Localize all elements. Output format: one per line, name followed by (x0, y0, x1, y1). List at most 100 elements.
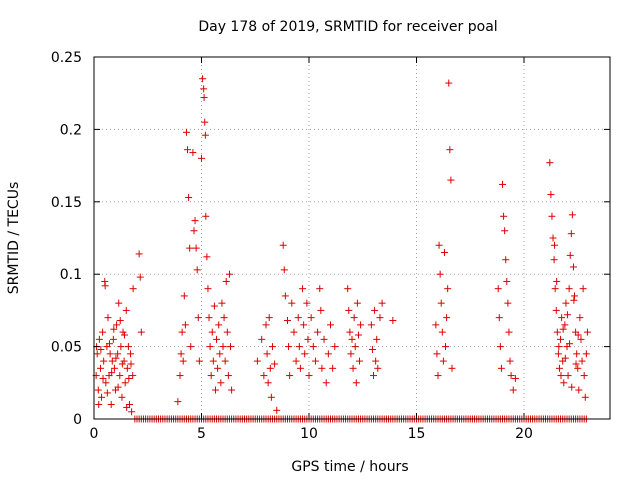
data-point (502, 256, 510, 264)
data-point (129, 372, 137, 380)
data-point (194, 314, 202, 322)
data-point (290, 328, 298, 336)
data-point (110, 364, 118, 372)
data-point (294, 314, 302, 322)
data-point (557, 372, 565, 380)
data-point (311, 357, 319, 365)
data-point (104, 314, 112, 322)
data-point (122, 306, 130, 314)
data-point (123, 364, 131, 372)
data-point (210, 302, 218, 310)
grid-lines (94, 57, 610, 419)
data-point (564, 372, 572, 380)
data-point (553, 277, 561, 285)
data-point (557, 335, 565, 343)
data-point (100, 357, 108, 365)
data-point (262, 321, 270, 329)
data-point (583, 328, 591, 336)
data-point (443, 314, 451, 322)
data-point (174, 398, 182, 406)
y-tick-label: 0.05 (51, 340, 82, 356)
data-point (574, 364, 582, 372)
data-point (223, 328, 231, 336)
data-point (116, 372, 124, 380)
data-point (106, 350, 114, 358)
data-point (93, 350, 101, 358)
data-point (553, 328, 561, 336)
data-point (546, 159, 554, 167)
data-point (571, 292, 579, 300)
data-point (389, 317, 397, 325)
data-point (495, 314, 503, 322)
data-point (218, 299, 226, 307)
data-point (185, 193, 193, 201)
data-point (345, 306, 353, 314)
data-point (191, 217, 199, 225)
x-tick-label: 20 (515, 426, 533, 442)
data-point (112, 354, 120, 362)
data-point (548, 212, 556, 220)
data-point (568, 383, 576, 391)
data-point (137, 328, 145, 336)
plot-frame (93, 56, 611, 420)
data-point (273, 406, 281, 414)
data-point (559, 325, 567, 333)
data-point (285, 343, 293, 351)
data-point (503, 277, 511, 285)
y-tick-label: 0.1 (60, 267, 82, 283)
data-point (258, 335, 266, 343)
data-point (201, 118, 209, 126)
data-point (114, 383, 122, 391)
data-point (228, 386, 236, 394)
data-point (446, 146, 454, 154)
data-point (176, 372, 184, 380)
data-point (560, 379, 568, 387)
data-point (225, 270, 233, 278)
data-point (439, 357, 447, 365)
y-tick-label: 0.2 (60, 122, 82, 138)
data-point (296, 364, 304, 372)
data-point (327, 321, 334, 329)
data-point (107, 401, 115, 409)
data-point (177, 350, 185, 358)
data-point (117, 343, 125, 351)
y-tick-label: 0 (73, 412, 82, 428)
data-point (180, 292, 188, 300)
data-point (581, 393, 589, 401)
data-point (193, 266, 201, 274)
data-point (558, 314, 566, 322)
x-tick-label: 15 (408, 426, 426, 442)
data-point (573, 350, 581, 358)
data-point (214, 364, 222, 372)
data-point (95, 335, 103, 343)
data-point (567, 230, 575, 238)
data-point (208, 328, 216, 336)
data-point (572, 360, 580, 368)
data-point (316, 285, 324, 293)
data-point (99, 328, 107, 336)
data-point (565, 285, 573, 293)
data-point (268, 343, 276, 351)
data-point (444, 285, 452, 293)
data-point (372, 357, 380, 365)
data-point (182, 128, 190, 136)
data-point (224, 372, 232, 380)
data-point (189, 149, 197, 157)
y-axis-label: SRMTID / TECUs (6, 182, 22, 295)
data-point (499, 180, 506, 188)
data-point (368, 345, 376, 353)
data-point (127, 360, 135, 368)
x-tick-label: 5 (197, 426, 206, 442)
data-point (566, 340, 574, 348)
data-point (115, 299, 123, 307)
data-point (186, 244, 194, 252)
data-point (353, 299, 361, 307)
data-point (317, 306, 325, 314)
data-point (370, 372, 377, 380)
data-point (95, 401, 103, 409)
data-point (187, 343, 195, 351)
data-point (113, 321, 121, 329)
data-point (438, 328, 446, 336)
data-point (260, 372, 268, 380)
